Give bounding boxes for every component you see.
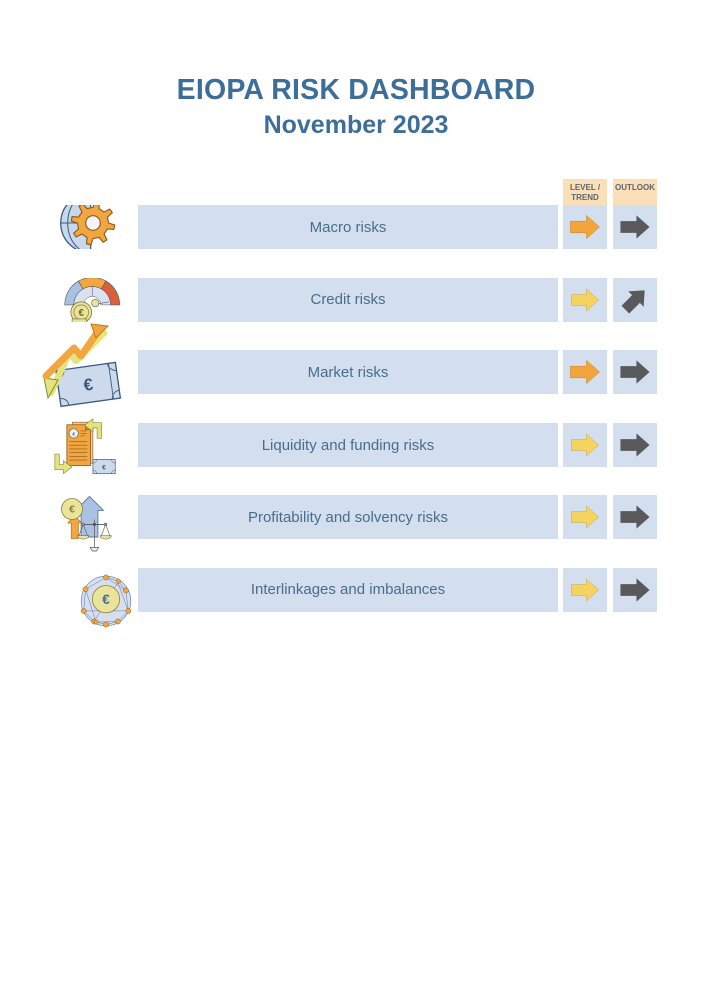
svg-text:€: € bbox=[69, 504, 75, 516]
svg-text:€: € bbox=[72, 432, 75, 438]
svg-text:€: € bbox=[102, 464, 106, 471]
svg-text:€: € bbox=[79, 307, 85, 318]
svg-text:€: € bbox=[102, 592, 110, 607]
